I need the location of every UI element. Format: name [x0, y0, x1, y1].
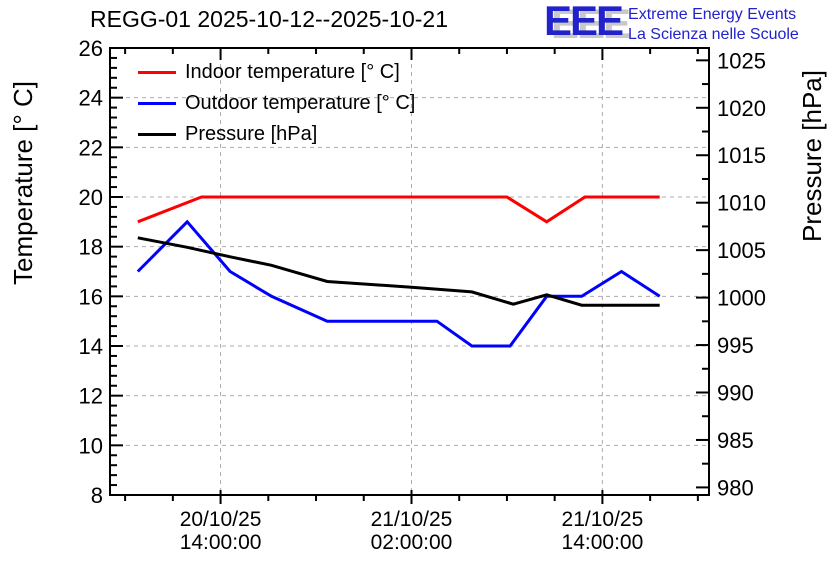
y-left-tick-label: 20 — [79, 185, 103, 210]
y-right-tick-label: 1005 — [717, 238, 766, 263]
y-left-tick-label: 8 — [91, 483, 103, 508]
x-tick-label-time: 14:00:00 — [180, 531, 262, 554]
legend: Indoor temperature [° C] Outdoor tempera… — [138, 57, 415, 150]
legend-label-pressure: Pressure [hPa] — [185, 123, 318, 145]
y-right-tick-label: 985 — [717, 428, 754, 453]
legend-row-outdoor: Outdoor temperature [° C] — [138, 88, 415, 119]
eee-logo-line2: La Scienza nelle Scuole — [628, 26, 799, 43]
legend-label-indoor: Indoor temperature [° C] — [185, 61, 400, 83]
x-tick-label-time: 02:00:00 — [371, 531, 453, 554]
y-right-tick-label: 1010 — [717, 191, 766, 216]
series-outdoor-temperature-c — [136, 219, 661, 348]
y-right-tick-label: 990 — [717, 381, 754, 406]
y-right-tick-label: 1015 — [717, 143, 766, 168]
eee-logo-text: Extreme Energy Events La Scienza nelle S… — [628, 5, 799, 45]
series-indoor-temperature-c — [137, 195, 660, 224]
y-right-tick-label: 995 — [717, 333, 754, 358]
legend-row-indoor: Indoor temperature [° C] — [138, 57, 415, 88]
y-right-tick-label: 980 — [717, 475, 754, 500]
x-tick-label-date: 21/10/25 — [371, 508, 453, 531]
data-series — [136, 195, 661, 348]
axis-ticks — [110, 47, 709, 504]
x-tick-label-date: 21/10/25 — [562, 508, 644, 531]
y-right-axis-title: Pressure [hPa] — [797, 70, 827, 242]
legend-line-sample-pressure — [138, 133, 176, 136]
y-right-tick-label: 1020 — [717, 96, 766, 121]
y-left-tick-label: 24 — [79, 86, 103, 111]
series-pressure-hpa — [137, 236, 660, 307]
legend-line-sample-outdoor — [138, 102, 176, 105]
y-right-tick-label: 1025 — [717, 48, 766, 73]
x-tick-label-date: 20/10/25 — [180, 508, 262, 531]
legend-label-outdoor: Outdoor temperature [° C] — [185, 92, 416, 114]
legend-line-sample-indoor — [138, 71, 176, 74]
eee-logo-line1: Extreme Energy Events — [628, 6, 797, 23]
axis-labels: 8 10 12 14 16 18 20 22 24 26 980 985 990 995 1000 1005 1… — [79, 36, 766, 554]
legend-row-pressure: Pressure [hPa] — [138, 119, 415, 150]
chart-title: REGG-01 2025-10-12--2025-10-21 — [90, 6, 448, 32]
y-left-tick-label: 14 — [79, 334, 103, 359]
eee-logo-acronym: EEE — [544, 0, 624, 44]
x-tick-label-time: 14:00:00 — [562, 531, 644, 554]
y-left-tick-label: 18 — [79, 235, 103, 260]
y-left-tick-label: 22 — [79, 135, 103, 160]
y-left-tick-label: 26 — [79, 36, 103, 61]
eee-logo: EEE Extreme Energy Events La Scienza nel… — [544, 0, 799, 45]
y-left-axis-title: Temperature [° C] — [8, 80, 38, 285]
y-left-tick-label: 12 — [79, 384, 103, 409]
y-right-tick-label: 1000 — [717, 286, 766, 311]
plot-frame — [109, 47, 710, 496]
y-left-tick-label: 10 — [79, 433, 103, 458]
y-left-tick-label: 16 — [79, 284, 103, 309]
